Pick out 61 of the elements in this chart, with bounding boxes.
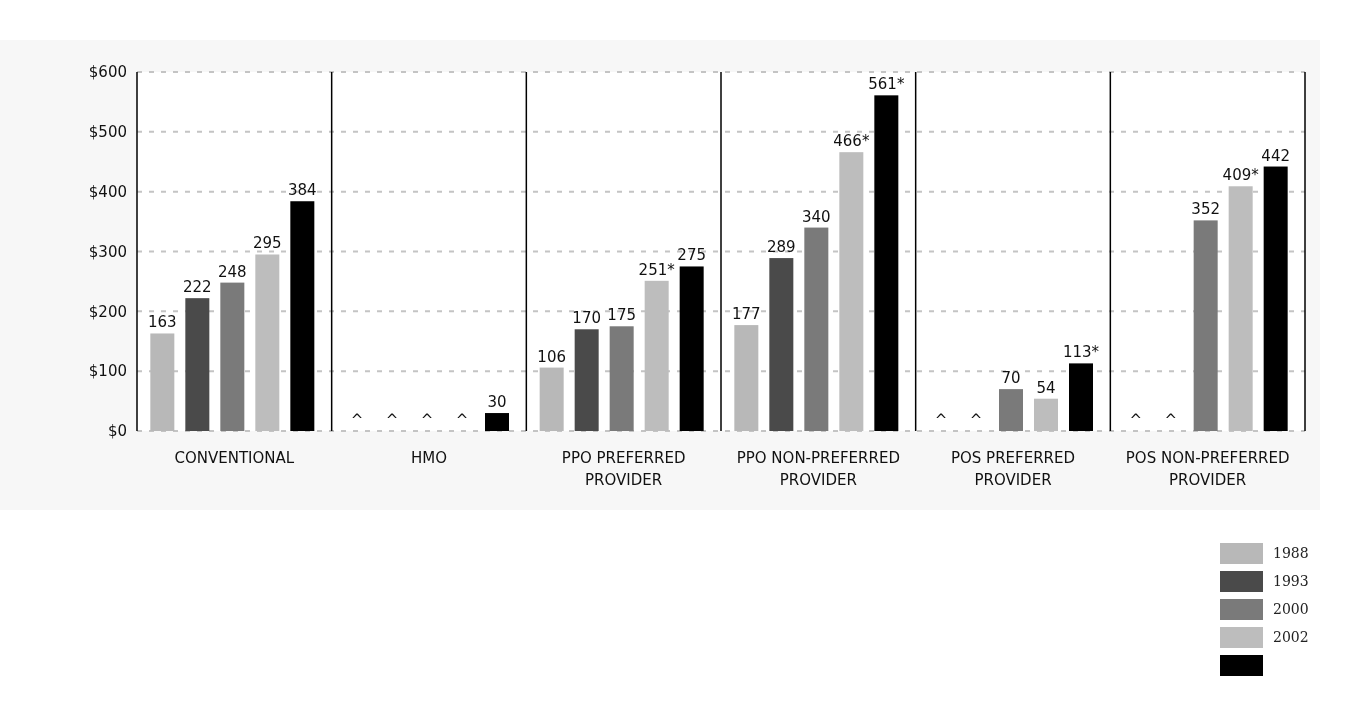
text: ^ [350, 411, 364, 429]
bar [874, 95, 899, 431]
data-label: 248 [218, 262, 247, 281]
data-label: 163 [148, 313, 177, 332]
x-tick-label: HMO [410, 449, 448, 467]
text: ^ [1129, 411, 1142, 429]
x-tick-label: PPO PREFERRED PROVIDER [561, 449, 686, 489]
data-label: 340 [802, 207, 831, 226]
bar [574, 329, 599, 431]
y-tick-label: $100 [88, 362, 127, 381]
x-tick-label: CONVENTIONAL [174, 449, 295, 467]
bar [185, 298, 210, 431]
x-tick-label: PPO NON-PREFERRED PROVIDER [736, 449, 900, 489]
y-tick-label: $500 [88, 123, 127, 142]
bar [679, 266, 704, 431]
data-label: 289 [767, 238, 796, 257]
data-label: 222 [183, 278, 212, 297]
data-label: 275 [677, 246, 706, 265]
y-tick-label: $0 [107, 422, 127, 441]
text: ^ [969, 411, 983, 429]
legend-label: 1988 [1273, 545, 1309, 561]
data-label: 170 [572, 309, 601, 328]
bar [804, 227, 829, 431]
text: ^ [934, 411, 948, 429]
data-label: 409* [1222, 166, 1260, 185]
bar [609, 326, 634, 431]
y-tick-label: $400 [88, 182, 127, 201]
data-label: 295 [253, 234, 282, 253]
bar [220, 282, 245, 431]
x-tick-label: POS PREFERRED PROVIDER [950, 449, 1076, 489]
data-label: 177 [732, 305, 761, 324]
bar [485, 413, 509, 431]
data-label: 106 [537, 347, 566, 366]
y-tick-label: $200 [88, 302, 127, 321]
data-label: 113* [1062, 343, 1100, 362]
text: ^ [385, 411, 399, 429]
bar [1263, 166, 1288, 431]
legend-label: 1993 [1273, 573, 1309, 589]
data-label: 442 [1261, 146, 1290, 165]
text: ^ [1164, 411, 1177, 429]
data-label: 561* [868, 75, 905, 94]
bar [769, 258, 794, 431]
data-label: 70 [1001, 369, 1021, 388]
x-tick-label: POS NON-PREFERRED PROVIDER [1125, 449, 1290, 489]
data-label: 466* [833, 132, 870, 151]
text: ^ [420, 411, 434, 429]
legend-label: 2002 [1273, 629, 1309, 645]
data-label: 30 [487, 393, 507, 412]
legend-label: 2000 [1273, 601, 1309, 617]
text: ^ [455, 411, 469, 429]
bar [999, 389, 1023, 431]
data-label: 384 [288, 181, 317, 200]
y-tick-label: $600 [88, 63, 127, 82]
bar [290, 201, 315, 431]
data-label: 175 [607, 306, 636, 325]
bar [1069, 363, 1093, 431]
data-label: 352 [1191, 200, 1220, 219]
bar [1193, 220, 1218, 431]
data-label: 54 [1036, 378, 1056, 397]
data-label: 251* [638, 260, 676, 279]
y-tick-label: $300 [88, 242, 127, 261]
